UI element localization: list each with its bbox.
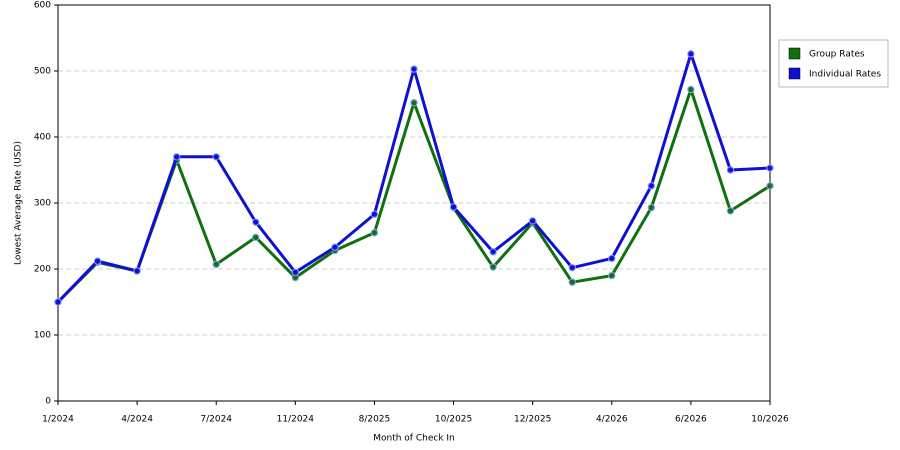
x-tick-label: 4/2024 bbox=[121, 415, 153, 425]
data-point bbox=[528, 217, 537, 225]
y-tick-label: 100 bbox=[34, 331, 51, 341]
data-point bbox=[568, 278, 576, 286]
data-point bbox=[133, 267, 141, 275]
data-point bbox=[410, 98, 418, 107]
data-point bbox=[766, 164, 774, 172]
y-tick-label: 500 bbox=[34, 67, 51, 77]
x-tick-label: 10/2026 bbox=[751, 415, 789, 425]
legend-swatch bbox=[788, 47, 801, 60]
data-point bbox=[93, 257, 102, 265]
plot-frame bbox=[57, 4, 771, 402]
x-tick-label: 12/2025 bbox=[514, 415, 551, 425]
x-axis-title: Month of Check In bbox=[373, 434, 455, 444]
data-point bbox=[647, 182, 656, 190]
y-axis-title: Lowest Average Rate (USD) bbox=[14, 141, 24, 265]
legend-box bbox=[778, 39, 889, 88]
legend-label: Individual Rates bbox=[809, 70, 881, 80]
legend-swatch bbox=[788, 67, 801, 80]
data-point bbox=[291, 268, 300, 276]
x-tick-label: 10/2025 bbox=[435, 415, 472, 425]
data-point bbox=[410, 65, 418, 73]
x-tick-label: 4/2026 bbox=[596, 415, 628, 425]
y-tick-label: 600 bbox=[34, 1, 51, 11]
data-point bbox=[370, 229, 379, 237]
x-tick-label: 6/2026 bbox=[675, 415, 707, 425]
data-point bbox=[726, 207, 735, 215]
series-line bbox=[56, 52, 771, 304]
data-point bbox=[212, 260, 220, 269]
data-point bbox=[766, 182, 774, 190]
y-tick-label: 200 bbox=[34, 265, 51, 275]
y-tick-label: 400 bbox=[34, 133, 51, 143]
x-tick-label: 11/2024 bbox=[277, 415, 315, 425]
data-point bbox=[54, 298, 62, 306]
data-point bbox=[370, 210, 379, 218]
data-point bbox=[252, 233, 260, 242]
data-point bbox=[212, 153, 220, 161]
data-point bbox=[608, 271, 616, 280]
data-point bbox=[726, 166, 735, 174]
data-point bbox=[687, 85, 695, 94]
data-point bbox=[568, 263, 576, 272]
y-tick-label: 0 bbox=[45, 397, 51, 407]
data-point bbox=[608, 254, 616, 263]
x-tick-label: 7/2024 bbox=[200, 415, 232, 425]
data-point bbox=[252, 218, 260, 226]
data-point bbox=[687, 50, 695, 58]
y-tick-label: 300 bbox=[34, 199, 51, 209]
data-point bbox=[489, 248, 497, 256]
data-point bbox=[489, 263, 497, 271]
x-tick-label: 1/2024 bbox=[42, 415, 74, 425]
data-point bbox=[331, 243, 339, 251]
series-line bbox=[56, 87, 771, 304]
legend-label: Group Rates bbox=[809, 50, 865, 60]
data-point bbox=[647, 203, 656, 212]
data-point bbox=[172, 153, 181, 161]
data-point bbox=[449, 203, 458, 211]
x-tick-label: 8/2025 bbox=[359, 415, 391, 425]
